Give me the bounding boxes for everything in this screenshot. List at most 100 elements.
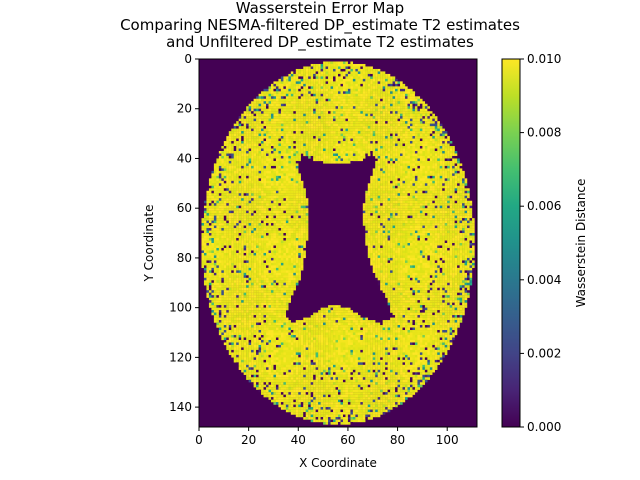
heatmap-cell xyxy=(335,76,339,80)
heatmap-cell xyxy=(414,220,418,224)
heatmap-cell xyxy=(437,193,440,196)
heatmap-cell xyxy=(293,183,296,186)
heatmap-cell xyxy=(298,153,301,157)
heatmap-cell xyxy=(226,165,229,169)
heatmap-cell xyxy=(238,163,242,167)
heatmap-cell xyxy=(459,175,463,179)
heatmap-cell xyxy=(434,131,438,134)
heatmap-cell xyxy=(333,123,336,127)
heatmap-cell xyxy=(427,165,430,169)
heatmap-cell xyxy=(422,153,426,157)
heatmap-cell xyxy=(275,141,279,144)
heatmap-cell xyxy=(290,168,294,172)
heatmap-cell xyxy=(459,170,463,174)
heatmap-cell xyxy=(228,155,232,159)
heatmap-cell xyxy=(395,188,398,191)
heatmap-cell xyxy=(407,185,411,189)
heatmap-cell xyxy=(452,148,455,152)
heatmap-cell xyxy=(256,123,259,127)
heatmap-cell xyxy=(261,93,264,97)
heatmap-cell xyxy=(295,195,299,199)
heatmap-cell xyxy=(256,96,259,99)
heatmap-cell xyxy=(275,113,279,117)
heatmap-cell xyxy=(447,151,450,154)
heatmap-cell xyxy=(387,220,391,224)
heatmap-cell xyxy=(238,146,242,149)
heatmap-cell xyxy=(278,143,282,147)
heatmap-cell xyxy=(283,210,287,214)
heatmap-cell xyxy=(370,106,373,109)
heatmap-cell xyxy=(298,218,301,221)
heatmap-cell xyxy=(422,136,426,139)
heatmap-cell xyxy=(253,111,257,114)
heatmap-cell xyxy=(360,91,363,94)
heatmap-cell xyxy=(243,116,247,119)
heatmap-cell xyxy=(335,143,339,147)
heatmap-cell xyxy=(407,168,411,172)
heatmap-cell xyxy=(283,173,287,177)
heatmap-cell xyxy=(328,78,331,82)
heatmap-cell xyxy=(447,165,450,169)
heatmap-cell xyxy=(370,220,373,224)
heatmap-cell xyxy=(372,136,376,139)
heatmap-cell xyxy=(392,93,396,97)
heatmap-cell xyxy=(270,190,274,194)
heatmap-cell xyxy=(345,151,349,154)
heatmap-cell xyxy=(405,163,408,167)
heatmap-cell xyxy=(238,225,242,229)
heatmap-cell xyxy=(467,210,470,214)
heatmap-cell xyxy=(313,151,316,154)
heatmap-cell xyxy=(429,113,433,117)
heatmap-cell xyxy=(273,185,277,189)
heatmap-cell xyxy=(419,195,423,199)
heatmap-cell xyxy=(290,178,294,181)
heatmap-cell xyxy=(444,165,448,169)
heatmap-cell xyxy=(412,178,416,181)
heatmap-cell xyxy=(419,168,423,172)
heatmap-cell xyxy=(405,128,408,132)
heatmap-cell xyxy=(370,200,373,204)
heatmap-cell xyxy=(385,81,388,85)
heatmap-cell xyxy=(424,198,428,201)
heatmap-cell xyxy=(298,225,301,229)
heatmap-cell xyxy=(452,175,455,179)
heatmap-cell xyxy=(228,218,232,221)
heatmap-cell xyxy=(241,185,244,189)
heatmap-cell xyxy=(270,218,274,221)
heatmap-cell xyxy=(273,228,277,231)
heatmap-cell xyxy=(360,93,363,97)
heatmap-cell xyxy=(288,180,291,184)
heatmap-cell xyxy=(382,128,386,132)
heatmap-cell xyxy=(278,165,282,169)
heatmap-cell xyxy=(285,93,289,97)
heatmap-cell xyxy=(313,81,316,85)
heatmap-cell xyxy=(290,213,294,216)
heatmap-cell xyxy=(211,225,215,229)
heatmap-cell xyxy=(270,158,274,162)
heatmap-cell xyxy=(320,81,324,85)
heatmap-cell xyxy=(375,160,378,164)
heatmap-cell xyxy=(417,141,421,144)
heatmap-cell xyxy=(387,138,391,142)
heatmap-cell xyxy=(407,203,411,206)
heatmap-cell xyxy=(275,116,279,119)
heatmap-cell xyxy=(298,78,301,82)
heatmap-cell xyxy=(243,200,247,204)
heatmap-cell xyxy=(400,143,403,147)
heatmap-cell xyxy=(414,141,418,144)
heatmap-cell xyxy=(380,170,383,174)
heatmap-cell xyxy=(308,88,311,92)
heatmap-cell xyxy=(213,220,217,224)
heatmap-cell xyxy=(231,131,234,134)
heatmap-cell xyxy=(253,163,257,167)
heatmap-cell xyxy=(313,128,316,132)
heatmap-cell xyxy=(330,78,334,82)
heatmap-cell xyxy=(218,178,222,181)
heatmap-cell xyxy=(223,148,227,152)
heatmap-cell xyxy=(308,128,311,132)
heatmap-cell xyxy=(382,158,386,162)
heatmap-cell xyxy=(261,193,264,196)
heatmap-cell xyxy=(407,151,411,154)
heatmap-cell xyxy=(424,175,428,179)
heatmap-cell xyxy=(208,220,212,224)
